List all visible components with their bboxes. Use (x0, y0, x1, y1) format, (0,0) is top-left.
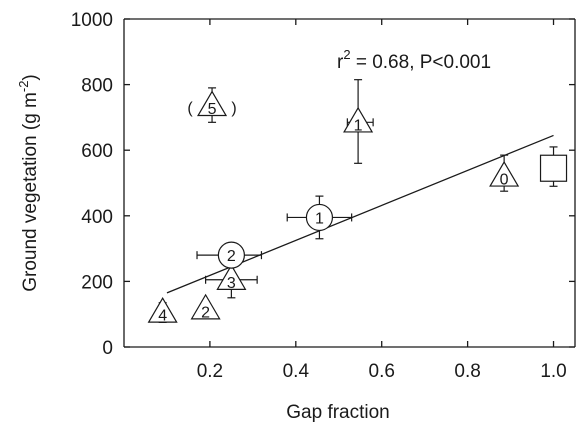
x-axis-label: Gap fraction (286, 402, 390, 423)
y-axis-label-superscript: -2 (16, 81, 31, 93)
regression-layer (166, 134, 554, 294)
y-axis-label-close: ) (20, 74, 41, 80)
x-tick-label: 0.4 (283, 361, 310, 382)
stats-annotation: r2 = 0.68, P<0.001 (337, 47, 491, 73)
square-marker (539, 154, 568, 182)
x-tick-label: 0.8 (454, 361, 480, 382)
marker-label: 2 (201, 304, 210, 321)
data-point: 3 (205, 262, 258, 299)
bracket-left: ( (187, 100, 193, 117)
data-point: 1 (343, 79, 374, 164)
y-tick-label: 200 (81, 272, 113, 293)
y-tick-label: 400 (81, 207, 113, 228)
y-tick-label: 1000 (71, 10, 113, 31)
triangle-marker (197, 90, 228, 117)
data-point (539, 146, 568, 187)
x-tick-label: 0.6 (369, 361, 395, 382)
data-point: 5 () (187, 87, 237, 123)
axes: 0 200 400 600 800 1000 0.2 0.4 0.6 0.8 1.0 (71, 10, 576, 382)
y-axis-label: Ground vegetation (g m-2) (16, 74, 41, 292)
marker-label: 0 (500, 171, 509, 188)
marker-label: 1 (315, 210, 324, 227)
bracket-right: ) (231, 100, 236, 117)
data-point: 4 (147, 296, 178, 325)
marker-label: 5 (208, 101, 217, 118)
regression-line (166, 134, 554, 294)
data-point: 0 (489, 154, 520, 192)
stats-annotation-text: = 0.68, P<0.001 (351, 52, 492, 73)
stats-annotation-superscript: 2 (343, 47, 350, 62)
marker-label: 1 (354, 117, 363, 134)
data-point: 2 (190, 293, 221, 321)
x-tick-label: 0.2 (197, 361, 223, 382)
y-tick-label: 600 (81, 141, 113, 162)
triangle-marker (147, 296, 178, 323)
data-point: 2 (196, 241, 263, 269)
marker-label: 3 (227, 275, 236, 292)
marker-label: 2 (227, 248, 236, 265)
triangle-marker (216, 264, 247, 290)
triangle-marker (190, 293, 221, 320)
y-axis-label-main: Ground vegetation (g m (20, 92, 41, 292)
stats-annotation-prefix: r (337, 52, 344, 73)
marker-label: 4 (158, 308, 167, 325)
circle-marker (305, 203, 334, 232)
y-tick-label: 800 (81, 76, 113, 97)
circle-marker (217, 241, 245, 269)
data-point: 1 (286, 195, 353, 240)
triangle-marker (343, 106, 374, 133)
y-tick-label: 0 (102, 338, 113, 359)
x-tick-label: 1.0 (540, 361, 566, 382)
triangle-marker (489, 160, 520, 187)
